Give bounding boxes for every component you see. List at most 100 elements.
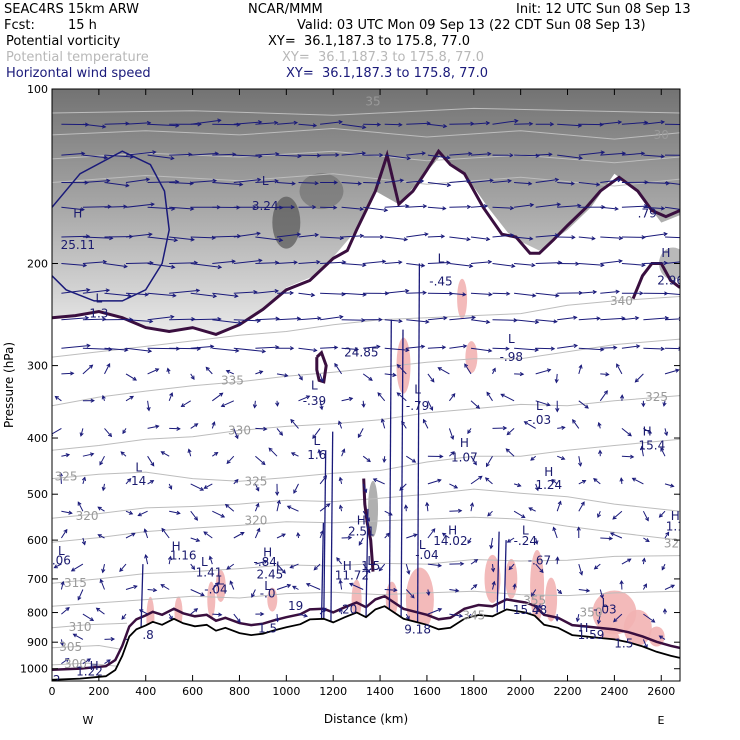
- wind-vector-head: [450, 451, 455, 456]
- wind-vector: [190, 563, 195, 570]
- wind-vector-head: [506, 291, 511, 296]
- wind-vector-head: [612, 515, 617, 520]
- x-tick-label: 1000: [272, 685, 300, 698]
- wind-vector: [320, 316, 343, 321]
- wind-vector: [384, 290, 409, 294]
- wind-vector: [104, 659, 111, 665]
- wind-vector: [531, 589, 537, 597]
- wind-vector: [255, 455, 266, 465]
- wind-vector-head: [176, 510, 181, 515]
- wind-vector: [449, 206, 471, 208]
- wind-vector-head: [305, 583, 311, 587]
- wind-vector: [427, 317, 447, 321]
- wind-vector: [594, 563, 601, 570]
- wind-vector-head: [256, 231, 261, 236]
- wind-vector: [535, 153, 552, 156]
- extremum-label: L: [96, 292, 103, 306]
- wind-vector-head: [121, 615, 126, 620]
- wind-vector-head: [580, 501, 585, 506]
- extremum-label: -.79: [406, 399, 429, 413]
- wind-vector-head: [173, 237, 179, 243]
- wind-vector-head: [358, 541, 363, 546]
- wind-vector-head: [634, 316, 640, 321]
- wind-vector: [406, 534, 417, 539]
- wind-vector-head: [687, 154, 690, 157]
- wind-vector-head: [505, 346, 510, 351]
- wind-vector: [161, 451, 170, 457]
- wind-vector-head: [132, 376, 137, 381]
- wind-vector-head: [593, 565, 599, 570]
- stratosphere-pv-shade: [52, 89, 680, 335]
- plot-frame: [51, 88, 681, 682]
- extremum-label: L: [264, 579, 271, 593]
- wind-vector: [125, 292, 149, 296]
- extremum-label: 1.59: [578, 628, 605, 642]
- wind-vector: [125, 347, 152, 352]
- wind-vector-head: [348, 582, 354, 587]
- wind-vector-head: [59, 641, 65, 647]
- wind-vector: [61, 607, 70, 615]
- wind-vector: [61, 658, 69, 665]
- wind-vector: [600, 152, 626, 156]
- wind-vector: [578, 347, 604, 351]
- extremum-label: 1.07: [451, 450, 478, 464]
- wind-vector: [276, 154, 301, 157]
- wind-vector: [147, 154, 174, 159]
- wind-vector-head: [679, 260, 680, 261]
- extremum-label: 1.5: [361, 559, 380, 573]
- wind-vector-head: [469, 502, 475, 507]
- wind-vector: [96, 607, 105, 615]
- wind-vector: [60, 472, 62, 484]
- extremum-label: H: [90, 659, 99, 673]
- wind-vector: [643, 121, 665, 125]
- wind-vector-head: [131, 532, 136, 537]
- wind-vector-head: [82, 263, 88, 268]
- wind-vector: [449, 316, 476, 321]
- wind-vector-head: [90, 398, 95, 403]
- wind-vector: [54, 563, 62, 569]
- wind-vector-head: [312, 123, 318, 128]
- wind-vector: [125, 122, 151, 125]
- wind-vector-head: [293, 120, 299, 125]
- wind-vector-head: [575, 261, 580, 266]
- wind-vector-head: [457, 508, 463, 513]
- wind-vector: [125, 395, 134, 402]
- wind-vector-head: [421, 151, 427, 156]
- wind-vector: [492, 120, 518, 125]
- wind-vector-head: [169, 392, 174, 397]
- wind-vector: [664, 261, 680, 264]
- wind-vector-head: [466, 237, 471, 242]
- wind-vector-head: [437, 367, 442, 371]
- wind-vector: [125, 178, 150, 183]
- wind-vector-head: [491, 580, 496, 586]
- theta-contour-line: [52, 555, 680, 584]
- wind-vector-head: [581, 480, 587, 484]
- wind-vector: [319, 400, 323, 410]
- wind-vector: [147, 206, 175, 210]
- extremum-label: 19: [288, 599, 303, 613]
- wind-vector-head: [554, 379, 559, 384]
- wind-vector: [514, 236, 533, 240]
- wind-vector: [233, 232, 260, 238]
- wind-vector-head: [619, 394, 625, 399]
- wind-vector: [470, 319, 490, 323]
- wind-vector: [73, 633, 84, 640]
- wind-vector: [535, 234, 559, 238]
- wind-vector-head: [217, 612, 223, 617]
- wind-vector: [600, 206, 618, 210]
- wind-vector-head: [487, 151, 492, 157]
- wind-vector-head: [252, 404, 258, 409]
- wind-vector: [320, 292, 345, 295]
- wind-vector-head: [190, 375, 195, 380]
- extremum-label: L: [536, 399, 543, 413]
- wind-vector-head: [596, 619, 602, 625]
- wind-vector-layer: [52, 118, 690, 665]
- wind-vector-head: [224, 503, 230, 508]
- wind-vector-head: [143, 528, 148, 533]
- wind-vector-head: [338, 579, 343, 584]
- wind-vector-head: [411, 458, 417, 463]
- pv-anomaly-blob: [505, 558, 518, 599]
- y-tick-label: 800: [27, 607, 48, 620]
- wind-vector-head: [597, 513, 602, 519]
- wind-vector-head: [53, 564, 58, 569]
